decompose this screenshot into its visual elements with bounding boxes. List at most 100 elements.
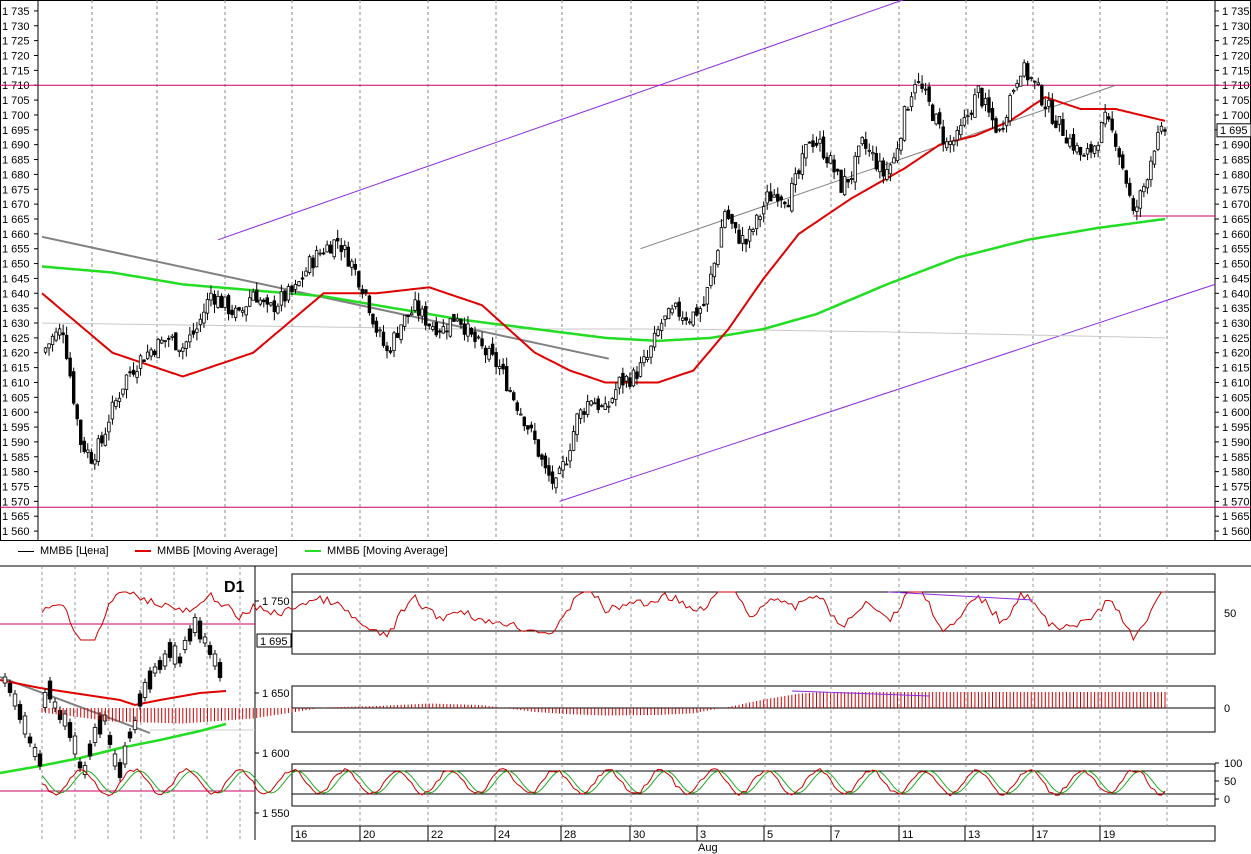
candle [219, 293, 224, 308]
candle [1033, 80, 1037, 90]
candle-body [610, 398, 615, 403]
candle [853, 151, 857, 190]
candle-body [269, 302, 273, 306]
y-tick-label-left: 1 695 [2, 125, 30, 137]
candle-body [205, 299, 210, 314]
y-tick-label-right: 1 630 [1222, 318, 1250, 330]
candle-body [779, 196, 783, 201]
candle-body [416, 300, 421, 316]
candle-body [776, 193, 780, 202]
channel-lower-line [559, 283, 1216, 502]
candle [184, 340, 189, 357]
candle-body [786, 204, 791, 208]
candle-body [973, 94, 977, 118]
candle [930, 103, 935, 121]
candle-body [677, 301, 681, 317]
candle [318, 248, 322, 257]
candle [705, 287, 710, 312]
candle-body [195, 328, 199, 333]
candle [325, 240, 329, 253]
candle-body [75, 404, 79, 420]
candle-body [1004, 117, 1009, 127]
candle [1092, 145, 1097, 158]
y-tick-label-left: 1 640 [2, 288, 30, 300]
candle-body [321, 252, 326, 255]
candle [1011, 88, 1016, 95]
inset-candle-body [157, 660, 163, 670]
candle [434, 316, 438, 338]
candle [163, 340, 167, 348]
candle-body [733, 222, 738, 229]
x-axis-month-label: Aug [698, 842, 718, 854]
candle [969, 109, 974, 121]
y-tick-label-left: 1 700 [2, 110, 30, 122]
candle-body [730, 214, 734, 224]
candle-body [1099, 122, 1104, 144]
candle-body [997, 128, 1002, 131]
legend-label-price: ММВБ [Цена] [40, 545, 109, 557]
candle-body [1071, 134, 1076, 151]
candle-body [1061, 119, 1065, 136]
candle [258, 296, 262, 307]
candle [490, 337, 495, 357]
candle [64, 326, 69, 361]
candle [761, 201, 766, 223]
candle-body [395, 332, 400, 338]
candle [145, 344, 150, 360]
candle-body [515, 402, 519, 411]
x-tick-label: 22 [431, 829, 443, 841]
candle [610, 397, 615, 405]
candle-body [547, 465, 551, 476]
candle-body [188, 334, 192, 343]
candle [416, 292, 421, 322]
candle [575, 412, 579, 442]
candle-body [923, 88, 928, 91]
candle [1022, 59, 1026, 78]
y-tick-label-right: 1 675 [1222, 184, 1250, 196]
inset-trend-line [0, 676, 151, 734]
candle-body [652, 332, 657, 348]
candle-body [656, 329, 660, 336]
inset-y-tick-label: 1 600 [262, 748, 290, 760]
inset-candle-body [22, 715, 28, 735]
candle-body [835, 168, 840, 172]
candle [86, 443, 90, 459]
candle [156, 337, 160, 359]
oscillator-panel: 50 [41, 573, 1236, 655]
candle-body [554, 477, 558, 489]
candle-body [737, 229, 741, 244]
candle-body [364, 289, 368, 294]
y-tick-label-right: 1 660 [1222, 229, 1250, 241]
candle-body [420, 308, 424, 317]
candle [864, 131, 868, 155]
candle [374, 317, 379, 337]
inset-candle-body [202, 636, 208, 644]
d1-inset-panel: 1 750 1 650 1 600 1 550 1 695 [0, 565, 1251, 840]
y-tick-label-left: 1 675 [2, 184, 30, 196]
inset-period-label: D1 [224, 579, 245, 596]
candle-body [881, 160, 886, 177]
candle-body [913, 84, 917, 94]
inset-candle [112, 750, 118, 770]
candle-body [43, 347, 48, 353]
inset-candle-body [137, 693, 143, 707]
y-tick-label-right: 1 560 [1222, 526, 1250, 538]
last-price-label: 1 695 [1220, 125, 1248, 137]
candle-body [1163, 129, 1167, 132]
candle-body [1068, 137, 1072, 147]
candle-body [1131, 198, 1136, 211]
candle [71, 367, 76, 406]
candle-body [522, 416, 526, 427]
inset-candle-body [107, 735, 113, 745]
candle [895, 141, 900, 164]
candle-body [536, 439, 541, 457]
y-tick-label-left: 1 670 [2, 199, 30, 211]
candle [1018, 75, 1023, 87]
candle-body [174, 332, 178, 351]
candle-body [177, 349, 181, 353]
candle [198, 313, 203, 333]
candle-body [504, 366, 509, 392]
candle-body [691, 311, 695, 326]
candle [395, 326, 400, 339]
inset-candle-body [32, 747, 38, 757]
